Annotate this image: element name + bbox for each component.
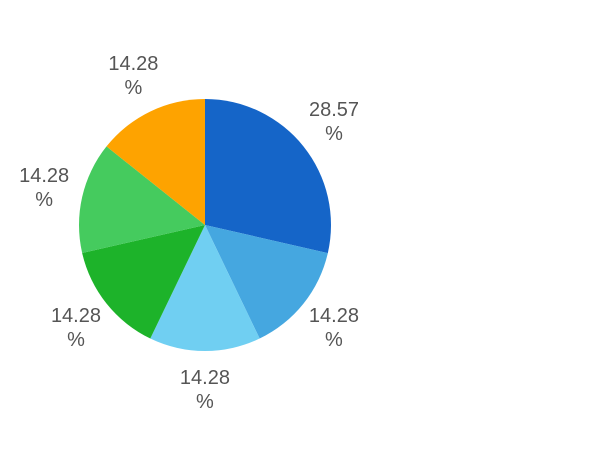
data-label: 28.57 % [308,99,360,146]
pie-slice [79,146,205,254]
data-label: 14.28 % [179,367,230,413]
pie-slice [82,225,205,339]
pie-slice [150,225,260,351]
data-label: 14.28 % [308,304,359,351]
data-label: 14.28 % [19,165,70,212]
pie-slice [205,99,331,254]
pie-slice [106,99,205,225]
data-label: 14.28 % [50,304,101,351]
data-label: 14.28 % [108,53,159,100]
pie-slice [205,225,328,339]
